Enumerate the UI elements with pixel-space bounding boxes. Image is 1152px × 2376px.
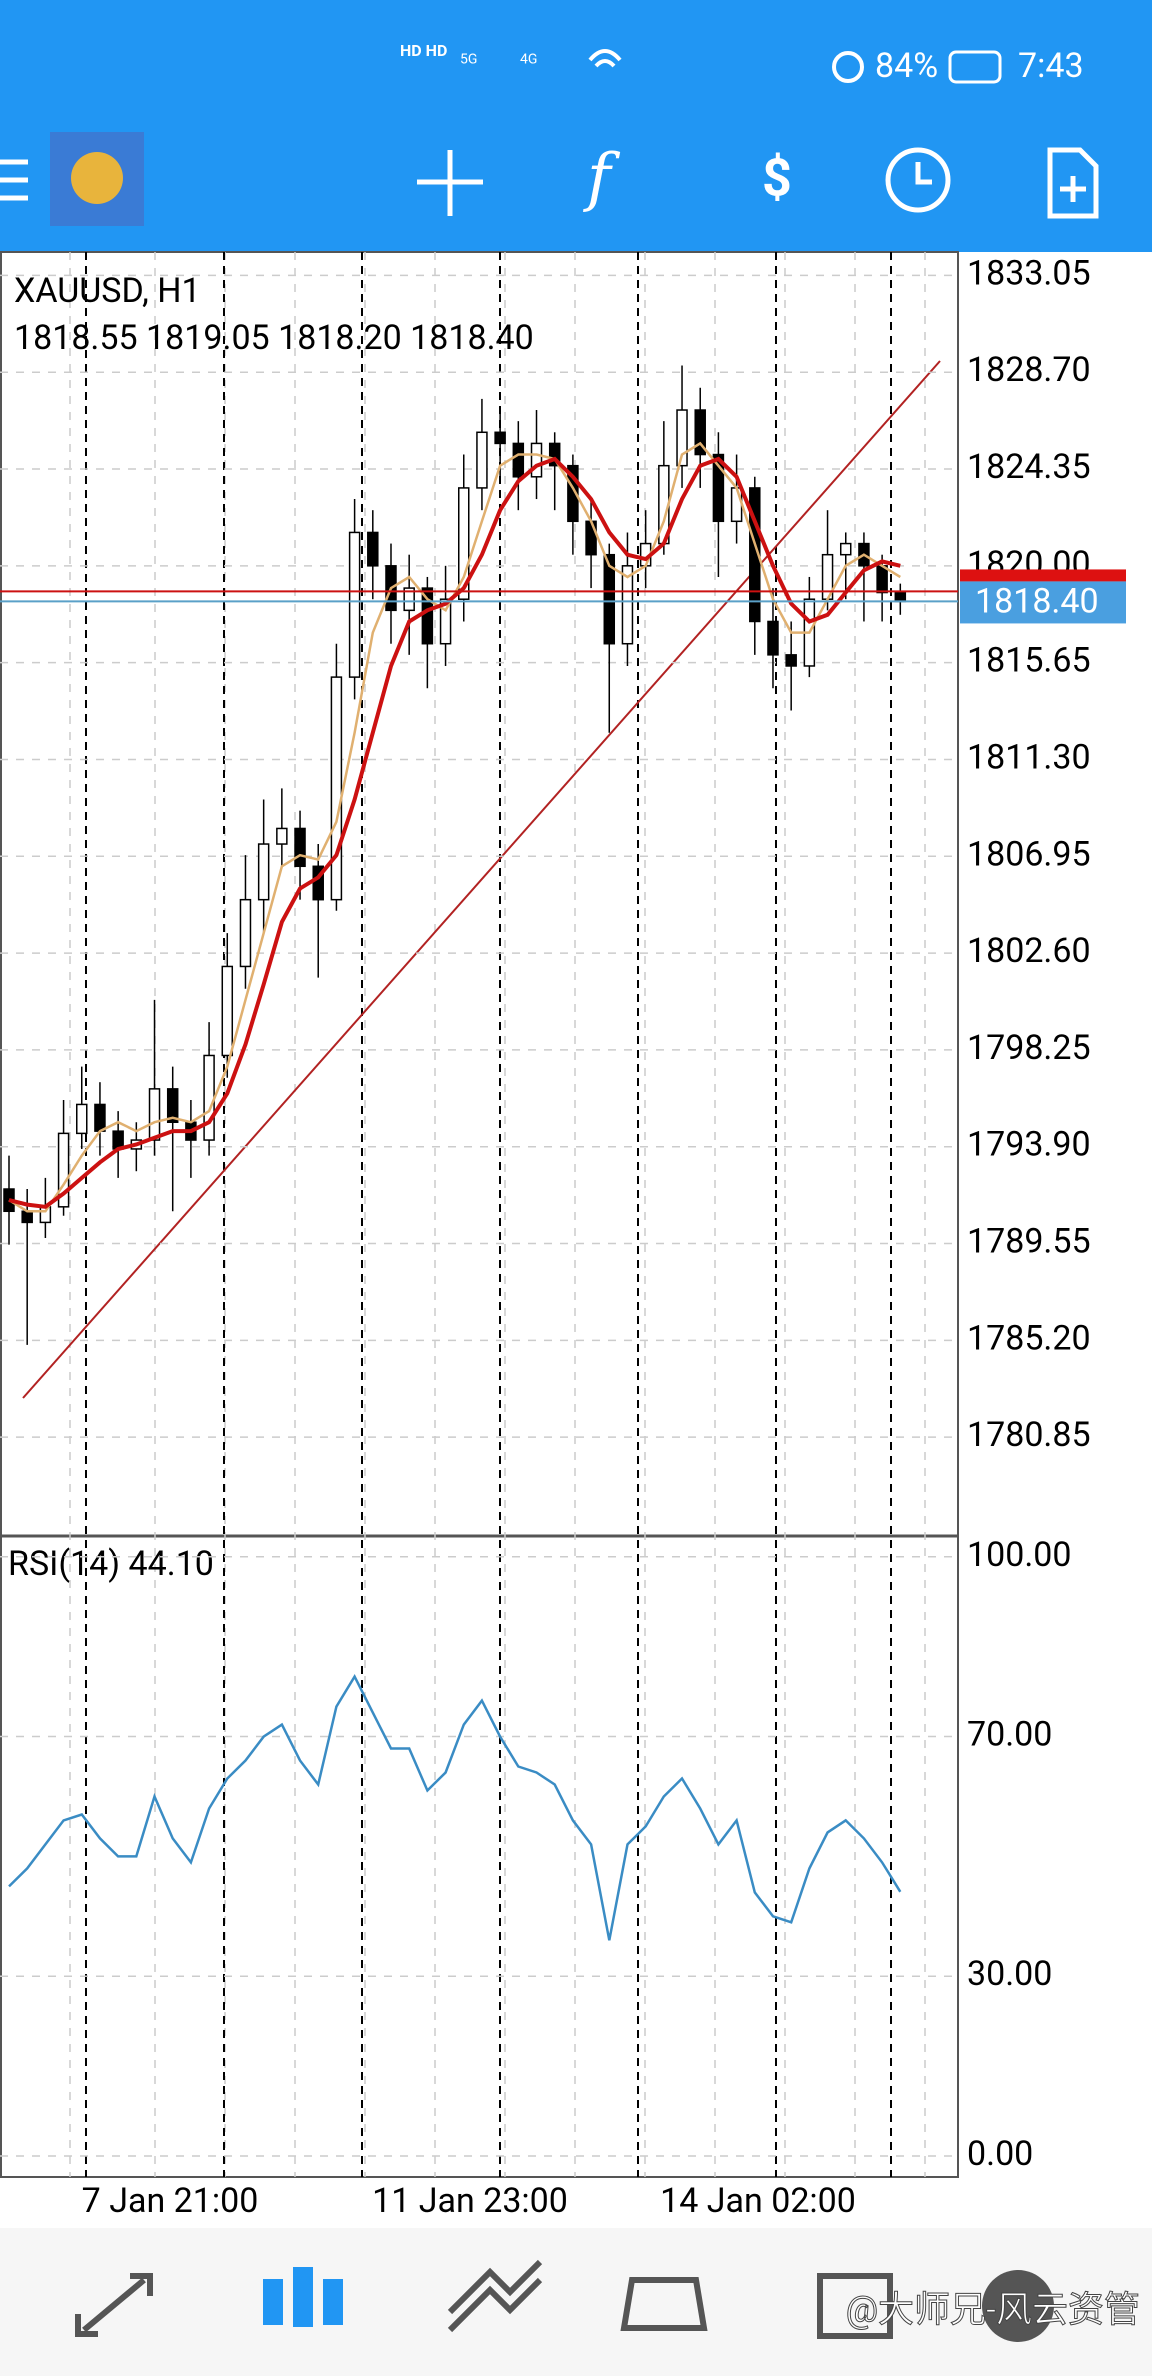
symbol-label: XAUUSD, H1 [14,271,201,311]
candle-body [512,442,525,478]
candle-body [203,1054,215,1141]
chart-frame [0,251,959,2178]
rsi-tick-label: 70.00 [967,1715,1052,1755]
candle-body [57,1132,70,1208]
candle-body [876,565,888,594]
history-tab[interactable] [620,2277,708,2331]
time-label: 11 Jan 23:00 [372,2181,568,2221]
watermark: @大师兄-风云资管 [846,2289,1140,2331]
toolbar: f $ [0,132,1099,226]
quotes-tab[interactable] [75,2273,153,2337]
price-tick-label: 1789.55 [967,1222,1091,1262]
price-tick-label: 1802.60 [967,931,1091,971]
time-label: 14 Jan 02:00 [660,2181,856,2221]
new-order-button[interactable] [1047,147,1099,219]
app-bar [0,0,1152,252]
price-tick-label: 1780.85 [967,1415,1091,1455]
price-tick-label: 1828.70 [967,350,1091,390]
candle-body [439,598,452,645]
price-tick-label: 1806.95 [967,834,1091,874]
menu-button[interactable] [0,159,28,201]
network-label: 4G [520,52,537,68]
price-tick-label: 1815.65 [967,641,1091,681]
ask-box [960,569,1126,582]
price-tick-label: 1798.25 [967,1028,1091,1068]
candle-body [530,442,543,478]
candle-body [148,1088,161,1141]
candle-body [21,1210,33,1224]
messages-tab[interactable] [817,2273,893,2339]
candle-body [94,1103,106,1132]
candle-body [257,843,270,901]
price-tick-label: 1824.35 [967,447,1091,487]
candle-body [894,591,907,603]
settings-tab[interactable] [982,2270,1054,2342]
rsi-tick-label: 0.00 [967,2134,1033,2174]
price-tick-label: 1793.90 [967,1125,1091,1165]
clock: 7:43 [1018,46,1084,86]
candle-body [694,409,706,456]
candle-body [567,464,579,523]
trade-button[interactable]: $ [762,148,792,209]
clock-hands [915,162,932,185]
crosshair-button[interactable] [417,150,483,216]
logo-mark [71,152,123,204]
candle-body [494,431,506,445]
battery-icon [948,50,1002,84]
rsi-tick-label: 100.00 [967,1535,1072,1575]
candle-body [548,442,561,467]
timeframe-button[interactable] [885,147,951,213]
candle-body [712,453,725,523]
candle-body [621,565,634,645]
bid-price-label: 1818.40 [975,581,1099,621]
rsi-line [8,1674,902,1941]
candle-body [221,965,234,1057]
candle-body [476,431,488,489]
bottom-nav-icons [75,2259,1054,2342]
price-tick-label: 1811.30 [967,737,1091,777]
candle-body [76,1103,88,1135]
bid-box [960,581,1126,624]
hd-icon: HD HD [400,41,447,60]
candle-body [330,676,343,901]
candle-body [367,531,379,567]
wifi-icon [588,49,622,68]
candle-body [276,827,288,845]
alarm-icon [832,51,864,83]
candle-body [166,1088,179,1123]
time-label: 7 Jan 21:00 [82,2181,259,2221]
candle-body [585,520,597,556]
candle-body [421,587,434,645]
candle-body [676,409,688,467]
chart-tab[interactable] [263,2267,343,2327]
price-tick-label: 1833.05 [967,253,1091,293]
price-tick-label: 1785.20 [967,1318,1091,1358]
candle-body [749,487,761,623]
battery-text: 84% [875,46,938,86]
candle-body [730,487,743,523]
candle-body [312,865,324,901]
candle-body [239,898,252,968]
rsi-label: RSI(14) 44.10 [8,1544,214,1584]
trade-tab[interactable] [447,2259,543,2333]
candle-body [458,487,470,600]
candle-body [785,654,797,667]
candle-body [603,553,616,645]
candle-body [767,620,779,656]
ma-slow-line [8,456,901,1209]
candle-body [839,542,852,556]
period-separators [69,252,926,2177]
candle-body [348,531,361,678]
candle-body [294,827,306,868]
rsi-tick-label: 30.00 [967,1954,1052,1994]
network-label: 5G [460,52,477,68]
ohlc-label: 1818.55 1819.05 1818.20 1818.40 [14,318,534,358]
bottom-nav [0,2228,1152,2376]
trend-line [22,360,941,1399]
candle-body [403,587,415,612]
